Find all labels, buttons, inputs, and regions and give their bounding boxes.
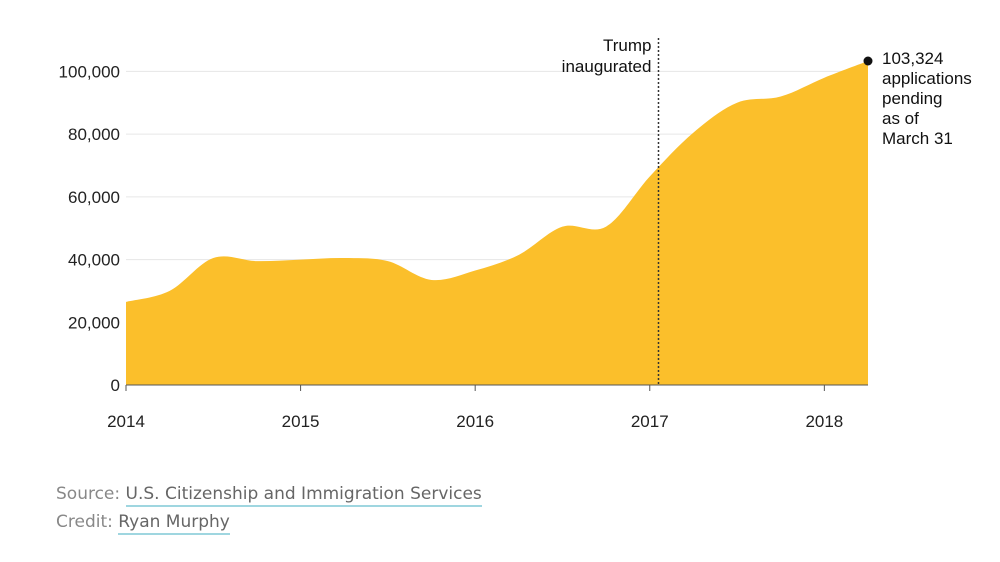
source-line: Source: U.S. Citizenship and Immigration… (56, 482, 482, 507)
x-tick-label: 2017 (631, 412, 669, 431)
x-tick-label: 2014 (107, 412, 145, 431)
y-tick-label: 100,000 (59, 62, 120, 81)
end-label-line: applications (882, 69, 972, 88)
end-point-marker (863, 56, 873, 66)
x-axis-ticks: 2014 2015 2016 2017 2018 (107, 385, 843, 431)
x-tick-label: 2018 (805, 412, 843, 431)
x-tick-label: 2016 (456, 412, 494, 431)
credit-link[interactable]: Ryan Murphy (118, 512, 230, 535)
y-tick-label: 0 (111, 376, 120, 395)
source-prefix: Source: (56, 484, 126, 504)
y-tick-label: 60,000 (68, 188, 120, 207)
end-label-line: March 31 (882, 129, 953, 148)
x-tick-label: 2015 (282, 412, 320, 431)
event-label-line: Trump (603, 36, 652, 55)
series-area (126, 61, 868, 385)
y-tick-label: 80,000 (68, 125, 120, 144)
end-label-line: as of (882, 109, 919, 128)
y-tick-label: 40,000 (68, 251, 120, 270)
end-label-line: pending (882, 89, 943, 108)
credit-prefix: Credit: (56, 512, 119, 532)
trump-inauguration-label: Trump inaugurated (562, 36, 652, 76)
y-axis-ticks: 0 20,000 40,000 60,000 80,000 100,000 (59, 62, 120, 395)
event-label-line: inaugurated (562, 57, 652, 76)
source-link[interactable]: U.S. Citizenship and Immigration Service… (125, 484, 482, 507)
credit-line: Credit: Ryan Murphy (56, 510, 230, 535)
y-tick-label: 20,000 (68, 313, 120, 332)
end-label-line: 103,324 (882, 49, 943, 68)
